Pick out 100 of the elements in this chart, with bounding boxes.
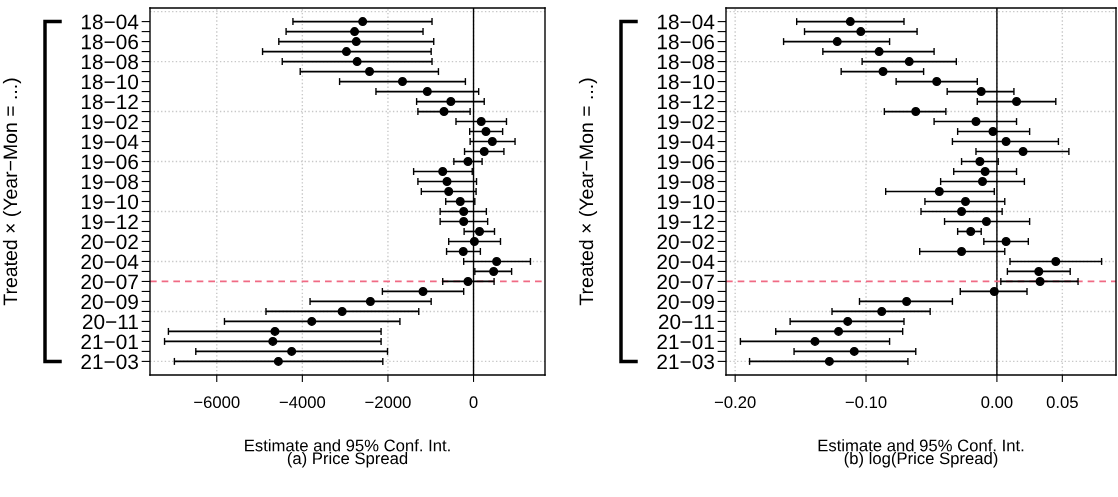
point: [397, 77, 408, 87]
y-tick-label: 20−04: [657, 254, 715, 270]
point: [1018, 147, 1028, 157]
point: [351, 37, 361, 47]
point: [307, 316, 317, 326]
point: [458, 246, 468, 256]
point: [845, 17, 855, 27]
point: [341, 47, 351, 57]
y-tick-label: 21−01: [657, 334, 714, 350]
y-tick-label: 21−03: [81, 354, 138, 370]
point: [422, 87, 432, 97]
y-tick-label: 19−12: [81, 214, 138, 230]
point: [902, 296, 912, 306]
point: [981, 216, 991, 226]
point: [988, 127, 998, 137]
point: [832, 37, 842, 47]
point: [966, 226, 976, 236]
point: [934, 186, 944, 197]
x-tick-label: −4000: [279, 396, 326, 409]
point: [843, 316, 853, 326]
y-tick-label: 19−06: [81, 154, 138, 170]
point: [446, 97, 456, 107]
y-tick-label: 20−07: [657, 274, 714, 290]
y-tick-label: 19−08: [657, 174, 714, 190]
point: [874, 47, 884, 57]
x-axis-title: Estimate and 95% Conf. Int.: [818, 439, 1024, 452]
point: [418, 286, 428, 296]
y-tick-label: 18−12: [657, 94, 714, 110]
y-tick-label: 20−02: [657, 234, 714, 250]
y-tick-label: 19−04: [657, 134, 715, 150]
y-tick-label: 20−09: [81, 294, 138, 310]
point: [957, 246, 967, 256]
y-tick-label: 20−11: [82, 314, 138, 330]
point: [976, 87, 986, 97]
x-tick-label: −2000: [365, 396, 411, 409]
x-tick-label: −0.20: [714, 396, 756, 409]
x-tick-label: −0.10: [845, 396, 887, 409]
point: [932, 77, 942, 87]
y-tick-label: 18−08: [657, 54, 714, 70]
point: [350, 27, 360, 37]
y-tick-label: 21−01: [81, 334, 138, 350]
point: [287, 346, 297, 356]
point: [849, 346, 859, 356]
y-tick-label: 19−10: [657, 194, 715, 210]
point: [487, 137, 497, 147]
point: [469, 236, 479, 246]
y-tick-label: 19−04: [81, 134, 139, 150]
y-tick-label: 18−06: [657, 34, 714, 50]
point: [358, 17, 368, 27]
y-tick-label: 18−10: [81, 74, 139, 90]
point: [989, 286, 999, 296]
text: (a) Price Spread: [287, 452, 408, 468]
x-tick-label: 0.00: [981, 396, 1013, 409]
point: [957, 206, 967, 217]
point: [438, 166, 448, 177]
point: [365, 67, 375, 77]
y-tick-label: 20−02: [81, 234, 138, 250]
point: [365, 296, 375, 306]
point: [444, 186, 454, 197]
point: [459, 216, 469, 226]
x-axis-title: Estimate and 95% Conf. Int.: [245, 439, 450, 452]
y-tick-label: 19−08: [81, 174, 138, 190]
x-tick-label: 0: [469, 396, 478, 409]
y-tick-label: 20−04: [81, 254, 139, 270]
point: [475, 226, 485, 236]
text: (b) log(Price Spread): [844, 452, 998, 468]
point: [476, 117, 486, 127]
y-tick-label: 18−12: [81, 94, 138, 110]
y-axis-title: Treated × (Year−Mon = ...): [2, 78, 22, 306]
point: [878, 67, 888, 77]
point: [1001, 236, 1011, 246]
x-tick-label: −6000: [194, 396, 240, 409]
point: [977, 176, 988, 187]
y-tick-label: 18−10: [657, 74, 715, 90]
y-tick-label: 18−04: [81, 14, 139, 30]
y-tick-label: 19−06: [657, 154, 714, 170]
point: [980, 166, 990, 177]
point: [1012, 97, 1022, 107]
y-tick-label: 18−04: [657, 14, 715, 30]
point: [810, 336, 820, 346]
y-tick-label: 18−08: [81, 54, 138, 70]
point: [1035, 276, 1045, 286]
y-tick-label: 20−07: [81, 274, 138, 290]
point: [270, 326, 280, 336]
point: [489, 266, 499, 276]
y-axis-title: Treated × (Year−Mon = ...): [578, 78, 598, 306]
y-tick-label: 19−10: [81, 194, 139, 210]
point: [1001, 137, 1011, 147]
point: [834, 326, 844, 336]
point: [442, 176, 452, 187]
y-tick-label: 19−02: [81, 114, 138, 130]
y-tick-label: 18−06: [81, 34, 138, 50]
point: [481, 127, 491, 137]
point: [463, 276, 473, 286]
point: [268, 336, 278, 346]
y-tick-label: 19−02: [657, 114, 714, 130]
point: [455, 196, 465, 207]
y-tick-label: 21−03: [657, 354, 714, 370]
point: [479, 147, 489, 157]
point: [1034, 266, 1044, 276]
